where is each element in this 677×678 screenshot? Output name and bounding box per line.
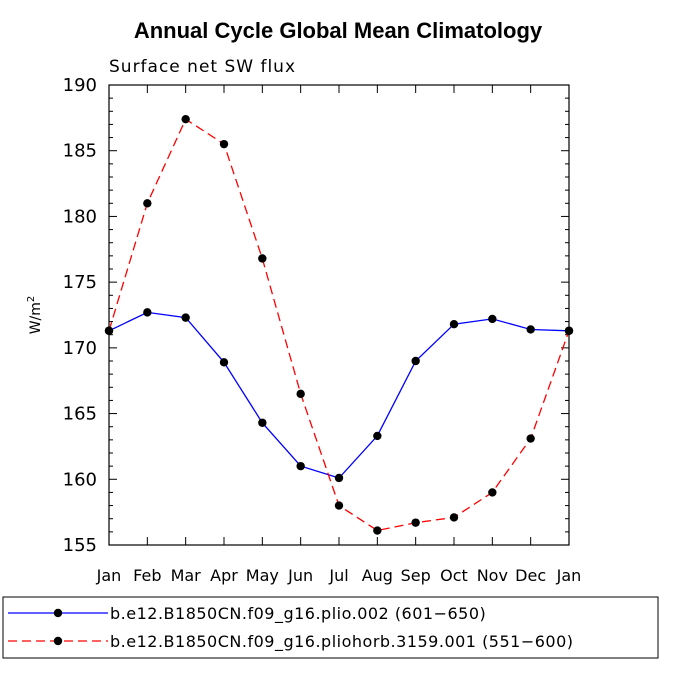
- series-0-point: [526, 325, 535, 334]
- series-1-point: [411, 518, 420, 527]
- series-0-point: [219, 358, 229, 367]
- series-0-point: [258, 418, 267, 427]
- y-axis-label: W/m2: [26, 296, 44, 335]
- legend: b.e12.B1850CN.f09_g16.plio.002 (601−650)…: [2, 596, 659, 659]
- x-tick-label: Mar: [171, 566, 202, 585]
- series-1-point: [449, 513, 459, 522]
- series-0-point: [334, 473, 344, 483]
- series-0-point: [411, 356, 420, 366]
- series-0-point: [449, 320, 459, 329]
- series-0-point: [296, 461, 305, 471]
- y-ticks: 155 160 165 170 175 180 185 190: [63, 75, 569, 556]
- chart-subtitle: Surface net SW flux: [109, 57, 296, 77]
- legend-marker-pliohorb: [53, 636, 63, 646]
- y-axis-label-superscript: 2: [26, 296, 37, 302]
- x-tick-label: Jan: [96, 566, 122, 585]
- y-tick-label: 180: [63, 206, 97, 227]
- series-0-point: [181, 313, 190, 322]
- x-tick-label: Jun: [287, 566, 313, 585]
- y-tick-label: 190: [63, 75, 97, 96]
- y-tick-label: 160: [63, 469, 97, 490]
- y-tick-label: 170: [63, 338, 97, 359]
- y-axis-label-unit: W/m: [28, 302, 44, 334]
- series-1-point: [219, 139, 229, 149]
- x-ticks: Jan Feb Mar Apr May Jun Jul Aug Sep Oct Nov Dec Jan: [96, 85, 582, 585]
- y-tick-label: 175: [63, 272, 97, 293]
- series-1-point: [296, 389, 305, 399]
- series-0-point: [373, 431, 382, 441]
- series-1-point: [488, 488, 497, 497]
- chart-title: Annual Cycle Global Mean Climatology: [134, 18, 543, 43]
- x-tick-label: Jul: [328, 566, 348, 585]
- x-tick-label: Feb: [133, 566, 161, 585]
- legend-marker-plio: [53, 608, 63, 618]
- series-1-point: [334, 501, 344, 510]
- series-0-point: [143, 308, 152, 317]
- x-tick-label: May: [246, 566, 279, 585]
- y-tick-label: 185: [63, 141, 97, 162]
- series-1-point: [181, 114, 190, 124]
- series-1-point: [564, 326, 574, 335]
- y-tick-label: 155: [63, 535, 97, 556]
- series-1-point: [526, 434, 535, 443]
- series-1-point: [373, 526, 382, 535]
- legend-label-plio: b.e12.B1850CN.f09_g16.plio.002 (601−650): [110, 604, 486, 624]
- series: [104, 114, 574, 535]
- series-line-0: [108, 311, 570, 479]
- series-line-1: [108, 118, 570, 532]
- x-tick-label: Sep: [401, 566, 431, 585]
- legend-box: [2, 596, 659, 659]
- x-tick-label: Aug: [362, 566, 393, 585]
- x-tick-label: Nov: [477, 566, 508, 585]
- series-0-point: [488, 314, 497, 324]
- y-tick-label: 165: [63, 404, 97, 425]
- x-tick-label: Jan: [556, 566, 582, 585]
- legend-label-pliohorb: b.e12.B1850CN.f09_g16.pliohorb.3159.001 …: [110, 632, 574, 652]
- x-tick-label: Oct: [440, 566, 468, 585]
- series-1-point: [258, 254, 267, 263]
- x-tick-label: Dec: [515, 566, 546, 585]
- x-tick-label: Apr: [210, 566, 238, 585]
- series-1-point: [143, 199, 152, 208]
- series-1-point: [104, 326, 114, 335]
